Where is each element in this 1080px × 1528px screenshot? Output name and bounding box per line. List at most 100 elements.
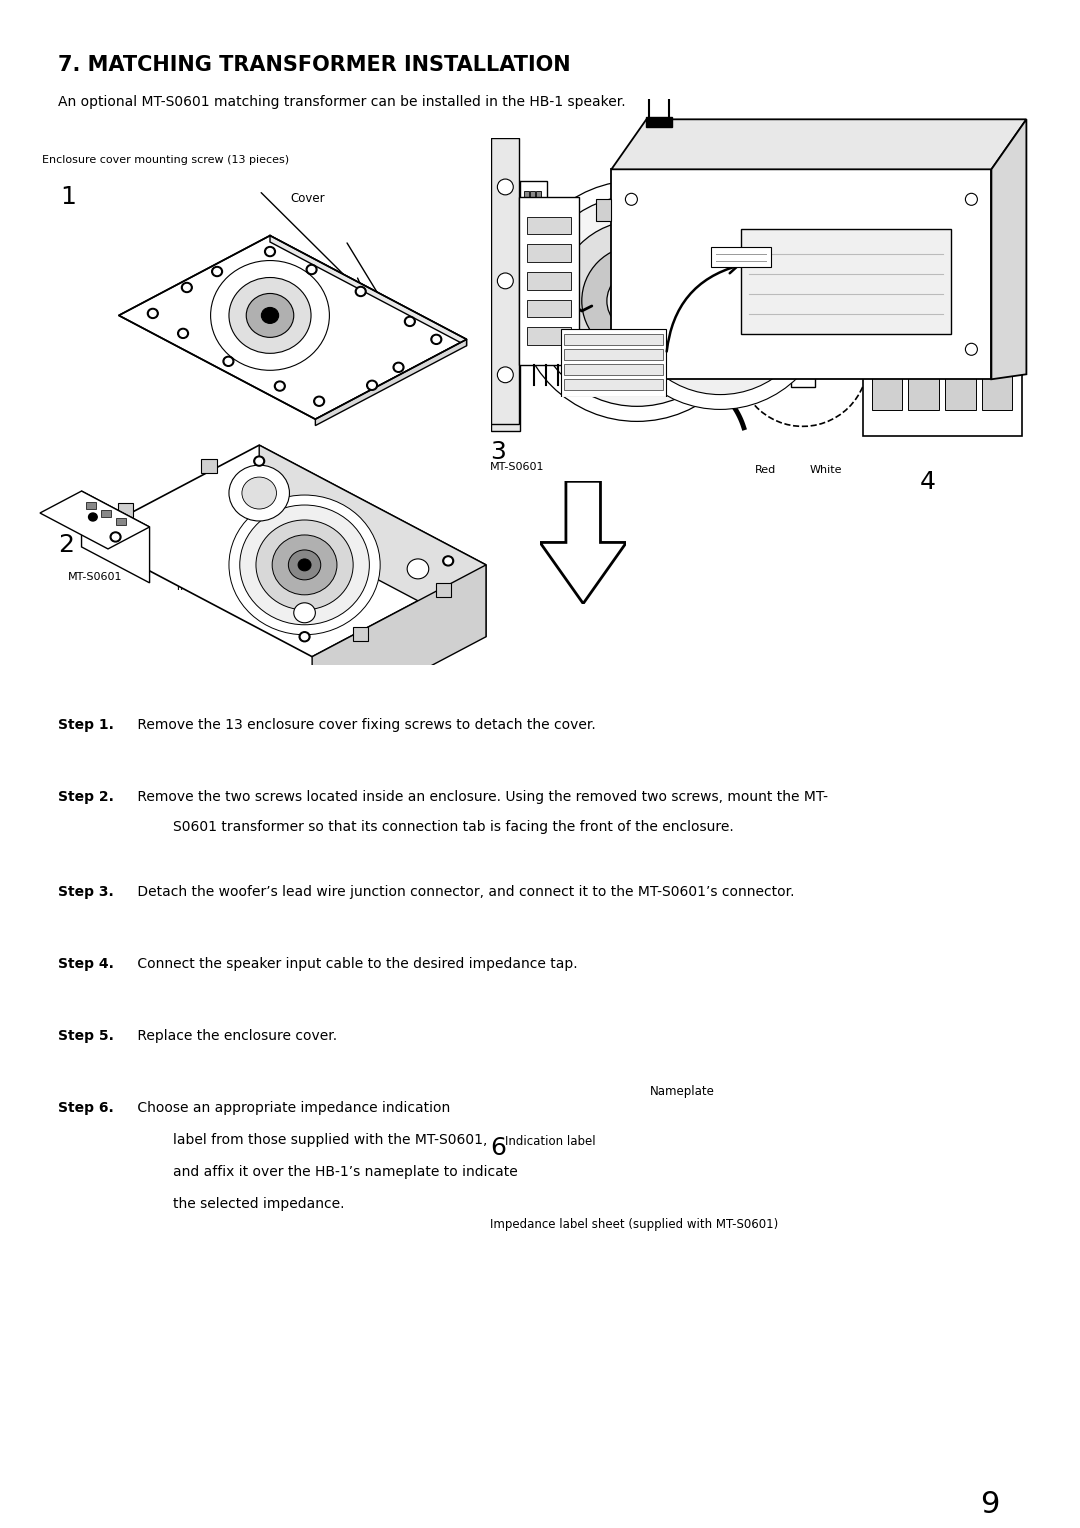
Circle shape [445, 558, 451, 564]
Circle shape [531, 196, 742, 406]
Circle shape [298, 559, 311, 571]
Circle shape [89, 513, 97, 521]
Bar [795, 347, 799, 354]
Circle shape [556, 220, 717, 382]
Circle shape [313, 396, 324, 406]
Polygon shape [312, 565, 486, 729]
Bar [946, 336, 971, 382]
Circle shape [315, 399, 322, 405]
Bar [117, 518, 126, 524]
Polygon shape [315, 339, 467, 426]
Text: Step 4.: Step 4. [58, 957, 113, 970]
Circle shape [265, 246, 275, 257]
Circle shape [966, 194, 977, 205]
Polygon shape [565, 350, 663, 361]
Text: 7. MATCHING TRANSFORMER INSTALLATION: 7. MATCHING TRANSFORMER INSTALLATION [58, 55, 570, 75]
Text: Step 3.: Step 3. [58, 885, 113, 898]
Circle shape [184, 284, 190, 290]
Circle shape [498, 212, 513, 229]
Bar [536, 191, 541, 220]
Bar [86, 501, 96, 509]
Circle shape [498, 179, 513, 196]
Bar [908, 376, 939, 411]
Text: Remove the 13 enclosure cover fixing screws to detach the cover.: Remove the 13 enclosure cover fixing scr… [133, 718, 596, 732]
Bar [524, 191, 528, 220]
Polygon shape [712, 248, 771, 267]
Circle shape [625, 206, 814, 394]
Circle shape [357, 289, 364, 295]
Bar [527, 244, 571, 263]
Bar [950, 329, 956, 339]
Bar [527, 217, 571, 234]
Circle shape [632, 296, 642, 306]
Polygon shape [565, 364, 663, 376]
Text: Transformer mounting screw: Transformer mounting screw [175, 582, 335, 591]
Bar [908, 284, 939, 319]
Text: Detach the woofer’s lead wire junction connector, and connect it to the MT-S0601: Detach the woofer’s lead wire junction c… [133, 885, 795, 898]
Circle shape [242, 477, 276, 509]
Circle shape [240, 506, 369, 625]
Text: 2: 2 [58, 533, 75, 558]
Bar [945, 376, 975, 411]
Circle shape [431, 335, 442, 344]
Text: Cover: Cover [291, 193, 325, 205]
Bar [872, 330, 902, 365]
Circle shape [110, 532, 121, 542]
Bar [201, 458, 216, 474]
Polygon shape [565, 335, 663, 345]
Circle shape [149, 310, 157, 316]
Bar [527, 299, 571, 318]
Circle shape [498, 298, 513, 315]
Text: Indication label: Indication label [505, 1135, 596, 1148]
Bar [982, 284, 1012, 319]
Circle shape [229, 465, 289, 521]
Bar [596, 350, 611, 371]
Polygon shape [863, 142, 1022, 177]
Bar [982, 376, 1012, 411]
Bar [807, 347, 811, 354]
Circle shape [222, 356, 233, 367]
Polygon shape [565, 379, 663, 390]
Circle shape [254, 457, 265, 466]
Circle shape [229, 278, 311, 353]
Circle shape [649, 229, 792, 371]
Text: the selected impedance.: the selected impedance. [173, 1196, 345, 1212]
Text: Nameplate: Nameplate [650, 1085, 715, 1099]
Circle shape [307, 264, 316, 275]
Circle shape [308, 266, 314, 272]
Text: 4: 4 [920, 471, 936, 494]
Circle shape [355, 286, 366, 296]
Circle shape [276, 384, 283, 390]
Circle shape [229, 495, 380, 634]
Text: 830Ω: 830Ω [985, 163, 999, 168]
Circle shape [716, 296, 725, 304]
Circle shape [673, 254, 768, 348]
Text: and affix it over the HB-1’s nameplate to indicate: and affix it over the HB-1’s nameplate t… [173, 1164, 517, 1180]
Circle shape [256, 458, 262, 465]
Circle shape [179, 330, 186, 336]
Polygon shape [540, 481, 626, 604]
Polygon shape [85, 445, 486, 657]
Polygon shape [40, 490, 149, 549]
Bar [872, 284, 902, 319]
Bar [791, 373, 814, 387]
Text: Remove the two screws located inside an enclosure. Using the removed two screws,: Remove the two screws located inside an … [133, 790, 828, 804]
Bar [527, 327, 571, 345]
Polygon shape [270, 235, 467, 345]
Circle shape [406, 318, 413, 324]
Circle shape [177, 329, 188, 338]
Bar [908, 238, 939, 274]
Text: label from those supplied with the MT-S0601,: label from those supplied with the MT-S0… [173, 1132, 487, 1148]
Text: Red: Red [755, 465, 777, 475]
Circle shape [393, 362, 404, 373]
Bar [435, 582, 450, 597]
Polygon shape [611, 119, 1026, 170]
Bar [982, 238, 1012, 274]
Bar [908, 330, 939, 365]
Polygon shape [491, 138, 519, 425]
Polygon shape [119, 235, 467, 419]
Circle shape [246, 293, 294, 338]
Circle shape [366, 380, 377, 390]
Text: Step 2.: Step 2. [58, 790, 113, 804]
Bar [807, 367, 811, 376]
